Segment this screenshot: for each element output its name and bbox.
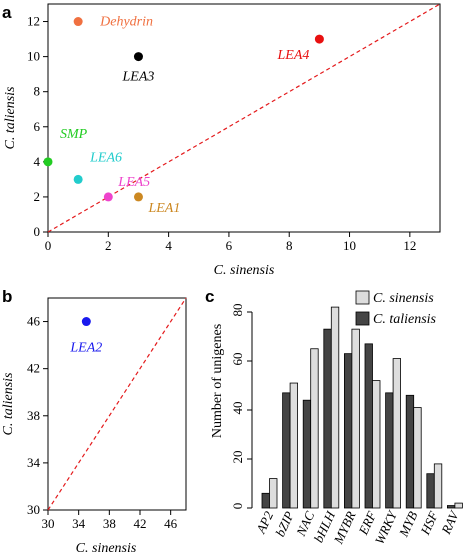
bar-mybr-sinensis <box>351 328 360 509</box>
panel-a-xtick-label: 10 <box>343 238 356 253</box>
panel-a-xtick-label: 2 <box>105 238 112 253</box>
panel-a-xtick-label: 12 <box>403 238 416 253</box>
bar-erf-taliensis <box>364 343 373 509</box>
panel-label-b: b <box>2 287 12 306</box>
panel-c-axes: 0 20 40 60 80 <box>230 304 253 510</box>
point-lea5 <box>103 192 113 202</box>
panel-a-xtick-label: 4 <box>165 238 172 253</box>
panel-c-legend: C. sinensis C. taliensis <box>355 290 437 327</box>
category-label-rav: RAV <box>438 507 463 537</box>
panel-b-ytick-label: 46 <box>27 314 41 329</box>
point-label-lea4: LEA4 <box>276 48 309 63</box>
panel-c-bars <box>261 306 463 509</box>
panel-a-frame <box>47 3 441 233</box>
panel-a-xlabel: C. sinensis <box>214 263 275 278</box>
panel-a-xtick-label: 6 <box>226 238 233 253</box>
panel-a-ytick-label: 6 <box>34 119 41 134</box>
legend-swatch-sinensis <box>355 290 370 305</box>
panel-a-ytick-label: 12 <box>27 14 40 29</box>
panel-c-ytick-label: 40 <box>230 402 245 415</box>
panel-b-points: LEA2 <box>69 317 102 356</box>
point-lea6 <box>73 174 83 184</box>
panel-a-ytick-label: 0 <box>34 224 41 239</box>
bar-rav-taliensis <box>446 505 456 509</box>
legend-label-taliensis: C. taliensis <box>373 312 437 327</box>
panel-label-c: c <box>205 287 214 306</box>
panel-a-ytick-label: 4 <box>34 154 41 169</box>
bar-nac-sinensis <box>310 348 319 509</box>
panel-a-xtick-label: 0 <box>45 238 52 253</box>
point-label-lea3: LEA3 <box>122 70 155 85</box>
point-label-lea6: LEA6 <box>89 150 122 165</box>
point-label-lea1: LEA1 <box>147 201 180 216</box>
panel-b-ytick-label: 34 <box>27 455 41 470</box>
panel-b-frame <box>47 297 187 511</box>
category-label-myb: MYB <box>395 509 420 540</box>
legend-swatch-taliensis <box>355 311 370 326</box>
panel-c-ytick-label: 60 <box>230 353 245 366</box>
panel-a-ytick-label: 2 <box>34 189 41 204</box>
bar-wrky-sinensis <box>392 358 402 509</box>
panel-a-ylabel: C. taliensis <box>3 86 18 150</box>
panel-c-ytick-label: 80 <box>230 304 245 317</box>
bar-bhlh-taliensis <box>323 328 332 509</box>
bar-wrky-taliensis <box>385 392 394 509</box>
panel-b-xtick-label: 38 <box>103 516 116 531</box>
bar-hsf-sinensis <box>433 463 443 509</box>
bar-bhlh-sinensis <box>330 306 340 509</box>
panel-b-xlabel: C. sinensis <box>76 541 137 556</box>
panel-a-scatter: a 0 2 4 6 8 10 12 0 2 4 6 8 10 12 Dehydrin LEA3 LEA4 SMP… <box>2 3 441 278</box>
point-lea1 <box>133 192 143 202</box>
point-lea3 <box>133 52 143 62</box>
bar-erf-sinensis <box>372 380 381 509</box>
point-label-lea2: LEA2 <box>69 341 102 356</box>
bar-myb-taliensis <box>405 394 415 509</box>
panel-label-a: a <box>2 3 12 22</box>
panel-b-ylabel: C. taliensis <box>1 372 16 436</box>
panel-b-ytick-label: 42 <box>27 361 40 376</box>
panel-a-xtick-label: 8 <box>286 238 293 253</box>
panel-b-ytick-label: 30 <box>27 502 40 517</box>
bar-bzip-taliensis <box>282 392 291 509</box>
panel-b-ytick-label: 38 <box>27 408 40 423</box>
panel-a-ytick-label: 8 <box>34 84 41 99</box>
point-lea4 <box>314 34 324 44</box>
bar-mybr-taliensis <box>343 353 353 509</box>
panel-c-ytick-label: 20 <box>230 451 245 464</box>
bar-rav-sinensis <box>454 502 463 509</box>
panel-c-ylabel: Number of unigenes <box>210 324 225 438</box>
panel-b-xtick-label: 42 <box>134 516 147 531</box>
point-label-lea5: LEA5 <box>117 175 150 190</box>
bar-ap2-sinensis <box>269 478 278 509</box>
panel-b-ticks: 30 34 38 42 46 30 34 38 42 46 <box>27 314 178 531</box>
bar-ap2-taliensis <box>261 492 270 509</box>
panel-a-ticks: 0 2 4 6 8 10 12 0 2 4 6 8 10 12 <box>27 14 416 253</box>
point-label-smp: SMP <box>60 127 88 142</box>
legend-label-sinensis: C. sinensis <box>373 291 434 306</box>
panel-b-xtick-label: 46 <box>164 516 178 531</box>
bar-hsf-taliensis <box>426 473 435 509</box>
bar-bzip-sinensis <box>289 382 299 509</box>
category-label-bzip: bZIP <box>272 509 297 539</box>
panel-b-xtick-label: 30 <box>42 516 55 531</box>
category-label-hsf: HSF <box>417 508 442 538</box>
panel-b-diagonal-line <box>47 297 187 511</box>
point-smp <box>43 157 53 167</box>
bar-nac-taliensis <box>302 399 312 509</box>
panel-a-diagonal-line <box>47 3 441 233</box>
point-dehydrin <box>73 17 83 27</box>
panel-b-xtick-label: 34 <box>72 516 86 531</box>
panel-c-ytick-label: 0 <box>230 503 245 510</box>
point-lea2 <box>81 317 91 327</box>
category-label-wrky: WRKY <box>372 507 401 546</box>
panel-a-ytick-label: 10 <box>27 49 40 64</box>
bar-myb-sinensis <box>413 407 422 509</box>
point-label-dehydrin: Dehydrin <box>99 15 153 30</box>
panel-c-bar-chart: c 0 20 40 60 80 AP2bZIPNACbHLHMYBRERFWRKYMYB… <box>205 287 463 547</box>
